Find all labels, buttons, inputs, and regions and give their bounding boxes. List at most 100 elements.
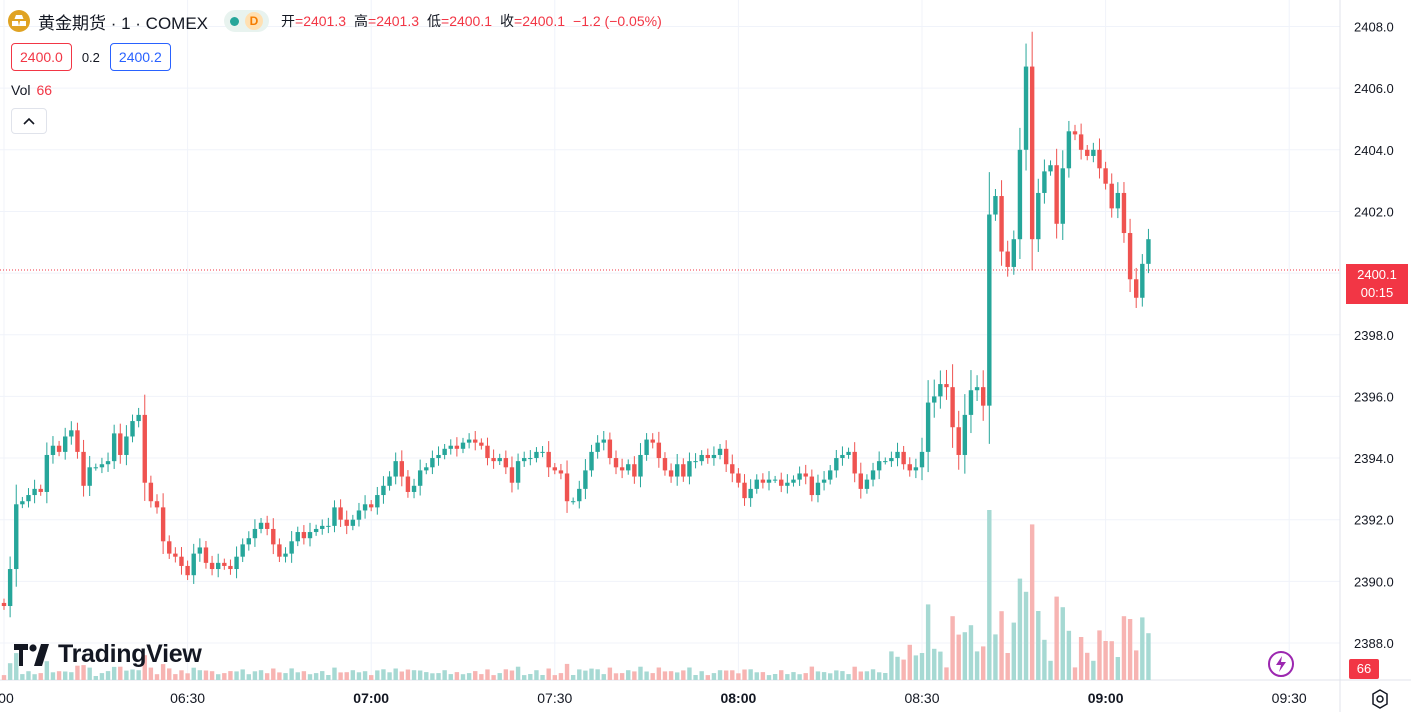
candle-body <box>473 439 478 443</box>
candle-body <box>185 565 190 576</box>
volume-bar <box>589 668 594 680</box>
volume-bar <box>1036 611 1041 680</box>
volume-bar <box>1042 639 1047 680</box>
volume-bar <box>99 673 105 680</box>
candle-body <box>662 458 668 471</box>
collapse-legend-button[interactable] <box>11 108 47 134</box>
candle-body <box>264 522 270 529</box>
candle-body <box>479 442 484 446</box>
volume-bar <box>1054 596 1059 680</box>
candle-body <box>772 479 778 481</box>
candle-body <box>1005 251 1010 267</box>
candle-body <box>485 445 490 459</box>
volume-bar <box>828 673 833 680</box>
volume-bar <box>656 667 662 680</box>
price-tick-label: 2388.0 <box>1354 636 1394 651</box>
price-tick-label: 2408.0 <box>1354 19 1394 34</box>
volume-bar <box>821 672 827 680</box>
alert-lightning-button[interactable] <box>1268 651 1294 677</box>
candle-body <box>938 384 943 397</box>
volume-bar <box>736 673 741 680</box>
volume-bar <box>14 653 19 680</box>
time-tick-label: 08:30 <box>904 690 939 706</box>
candle-body <box>277 544 282 557</box>
volume-bar <box>124 670 129 680</box>
volume-bar <box>399 671 404 680</box>
delayed-badge: D <box>245 12 264 30</box>
volume-bar <box>1127 619 1133 680</box>
candle-body <box>1109 183 1114 209</box>
volume-bar <box>448 674 453 680</box>
volume-bar <box>613 673 619 680</box>
volume-bar <box>846 674 851 680</box>
price-tick-label: 2402.0 <box>1354 204 1394 219</box>
candle-body <box>338 507 343 520</box>
symbol-name[interactable]: 黄金期货 · 1 · COMEX <box>38 13 209 33</box>
candle-body <box>993 196 998 215</box>
volume-bar <box>889 651 894 680</box>
volume-bar <box>209 671 215 680</box>
volume-bar <box>326 675 331 680</box>
candle-body <box>246 538 251 545</box>
volume-bar <box>289 668 294 680</box>
volume-bar <box>393 668 398 680</box>
volume-bar <box>369 675 374 680</box>
volume-bar <box>509 670 515 680</box>
volume-bar <box>1072 667 1078 680</box>
candle-body <box>681 464 686 477</box>
volume-bar <box>662 671 668 680</box>
volume-bar <box>167 668 172 680</box>
candle-body <box>228 565 233 570</box>
volume-bar <box>809 666 815 680</box>
candle-body <box>644 439 649 455</box>
time-tick-label: 09:00 <box>1088 690 1124 706</box>
tradingview-logo[interactable]: TradingView <box>14 640 202 669</box>
volume-bar <box>1048 660 1053 680</box>
candle-body <box>14 504 19 570</box>
last-volume-label: 66 <box>1349 659 1379 679</box>
volume-bar <box>460 674 466 680</box>
buy-ask-button[interactable]: 2400.2 <box>109 43 171 71</box>
candle-body <box>283 553 288 557</box>
volume-bar <box>1097 630 1102 680</box>
candle-body <box>785 482 790 486</box>
candle-body <box>632 464 637 477</box>
volume-bar <box>601 674 606 680</box>
candle-body <box>913 467 919 471</box>
candle-body <box>69 430 74 437</box>
candle-body <box>675 464 680 477</box>
candle-body <box>987 214 992 406</box>
volume-bar <box>570 675 576 680</box>
gear-icon[interactable] <box>1370 689 1390 709</box>
volume-bar <box>705 675 710 680</box>
candle-body <box>381 485 386 496</box>
candle-body <box>1072 131 1078 135</box>
candle-body <box>216 562 221 570</box>
candle-body <box>815 482 821 496</box>
volume-bar <box>766 675 772 680</box>
candle-body <box>350 519 356 526</box>
volume-bar <box>454 672 460 680</box>
candle-body <box>1091 149 1096 156</box>
volume-bar <box>974 651 980 680</box>
market-status-pill[interactable]: D <box>224 10 270 32</box>
candle-body <box>240 544 245 557</box>
volume-bar <box>7 663 13 680</box>
bar-countdown: 00:15 <box>1360 285 1394 300</box>
volume-bar <box>491 675 496 680</box>
sell-bid-button[interactable]: 2400.0 <box>11 43 72 71</box>
volume-bar <box>50 672 56 680</box>
candle-body <box>50 445 56 455</box>
volume-bar <box>203 670 209 680</box>
volume-bar <box>895 656 900 680</box>
volume-bar <box>1109 641 1114 680</box>
candle-body <box>613 458 619 468</box>
candle-body <box>430 458 435 468</box>
candle-body <box>803 473 808 477</box>
volume-bar <box>185 673 190 680</box>
candle-body <box>105 461 111 465</box>
candle-body <box>809 476 815 496</box>
gold-symbol-icon <box>8 10 30 32</box>
